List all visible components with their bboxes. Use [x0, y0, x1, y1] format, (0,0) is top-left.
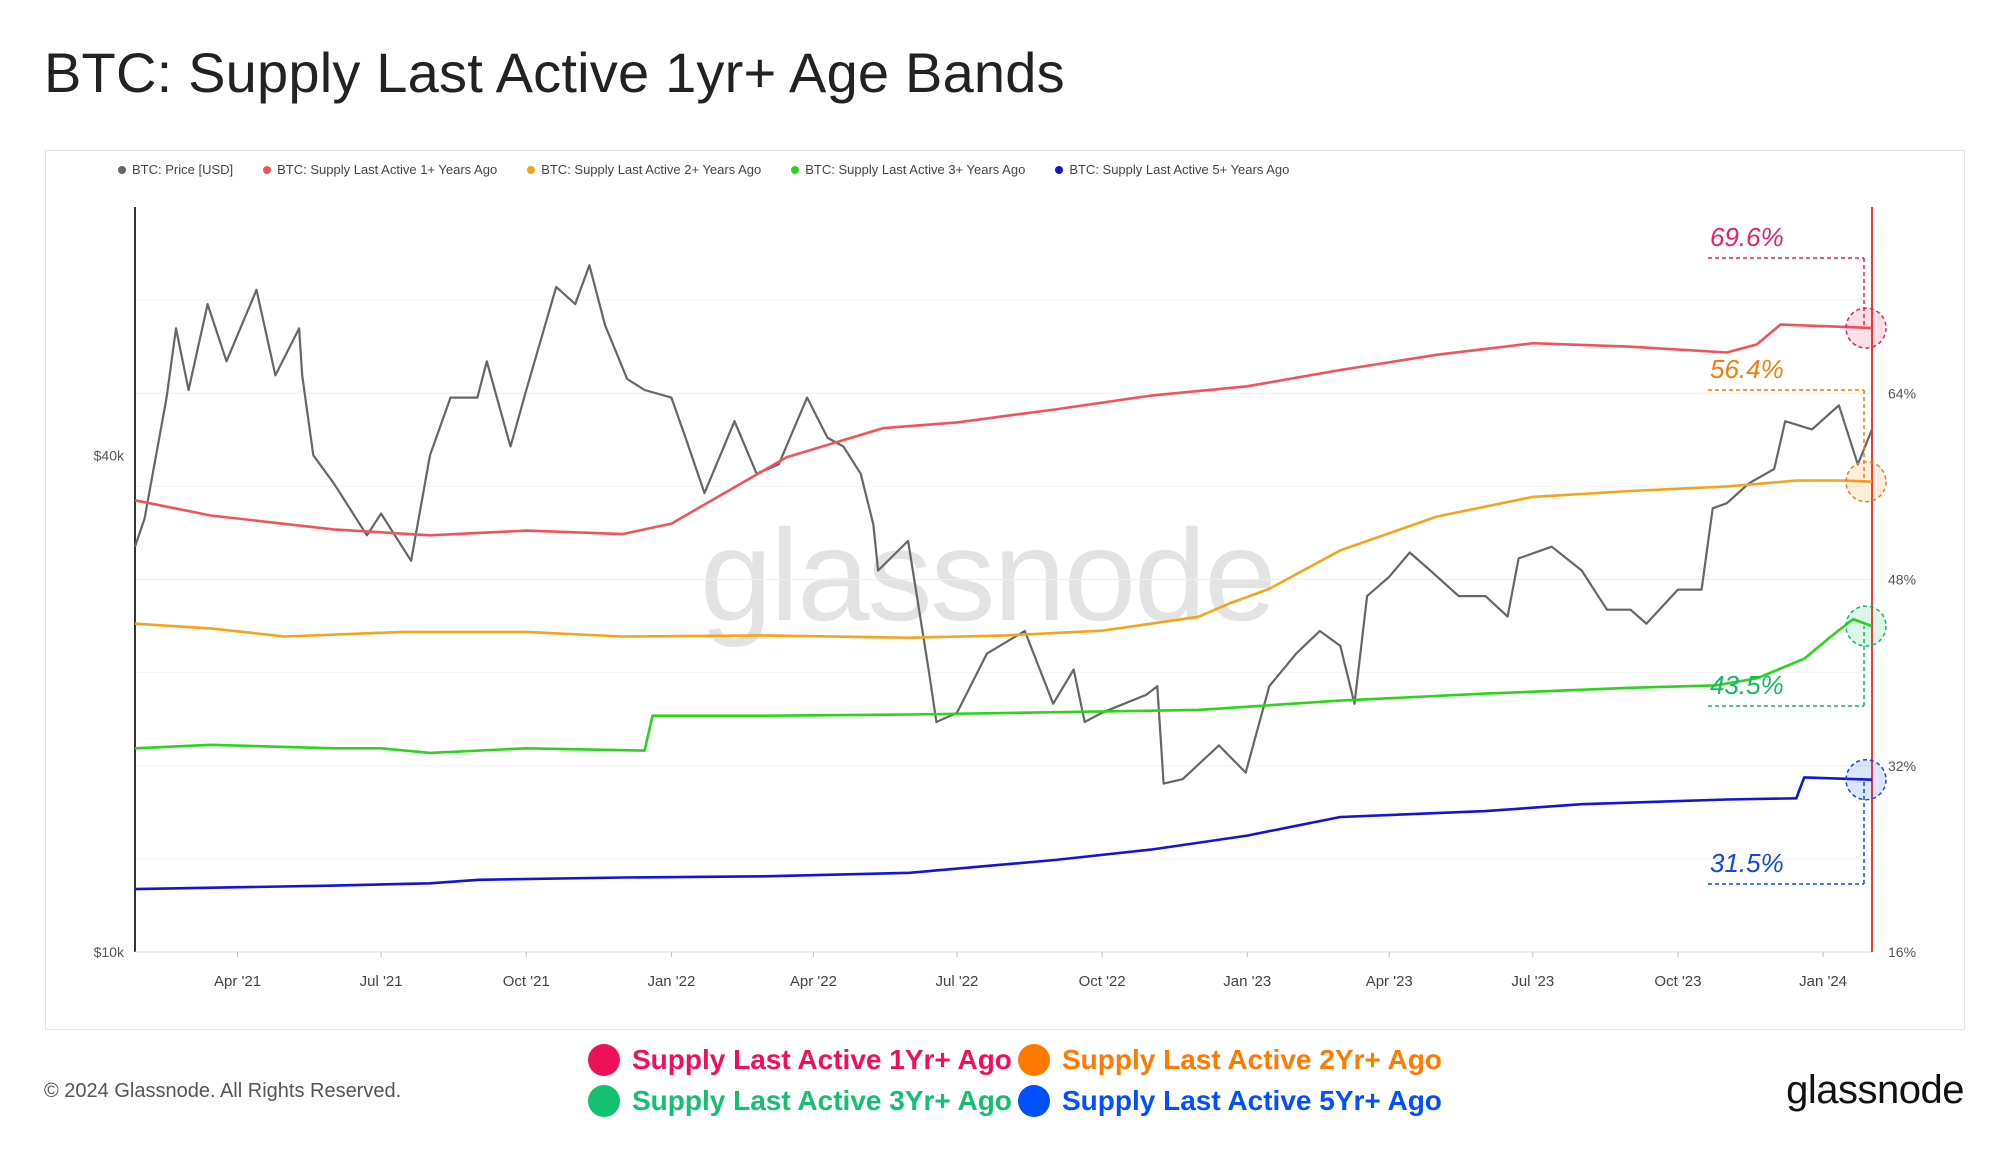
big-legend-label: Supply Last Active 1Yr+ Ago: [632, 1044, 1012, 1075]
annotation-3yr-marker: [1845, 605, 1887, 647]
legend-label: BTC: Supply Last Active 2+ Years Ago: [541, 162, 762, 177]
legend-dot: [527, 165, 536, 174]
big-legend-label: Supply Last Active 3Yr+ Ago: [632, 1085, 1012, 1116]
y-right-tick-label: 32%: [1888, 758, 1916, 774]
y-left-tick-label: $40k: [94, 447, 125, 463]
series-line-3yr: [134, 617, 1873, 755]
page-title: BTC: Supply Last Active 1yr+ Age Bands: [44, 41, 1065, 104]
big-legend-dot: [588, 1085, 620, 1117]
brand-logo: glassnode: [1786, 1068, 1964, 1112]
big-legend-1yr: Supply Last Active 1Yr+ Ago: [588, 1044, 1012, 1076]
big-legend-dot: [1018, 1085, 1050, 1117]
legend-dot: [118, 165, 126, 174]
legend-label: BTC: Price [USD]: [132, 162, 234, 177]
legend-item-5yr[interactable]: BTC: Supply Last Active 5+ Years Ago: [1055, 162, 1289, 177]
chart-legend: BTC: Price [USD] BTC: Supply Last Active…: [118, 162, 1289, 177]
copyright-text: © 2024 Glassnode. All Rights Reserved.: [44, 1080, 402, 1102]
watermark: glassnode: [700, 502, 1277, 648]
x-tick-label: Jan '24: [1799, 973, 1847, 990]
series-line-5yr: [134, 776, 1873, 891]
legend-dot: [1055, 165, 1064, 174]
big-legend-label: Supply Last Active 5Yr+ Ago: [1062, 1085, 1442, 1116]
y-right-tick-label: 64%: [1888, 385, 1916, 401]
x-tick-label: Apr '23: [1366, 973, 1413, 990]
legend-label: BTC: Supply Last Active 5+ Years Ago: [1069, 162, 1290, 177]
y-right-tick-label: 48%: [1888, 572, 1916, 588]
big-legend-2yr: Supply Last Active 2Yr+ Ago: [1018, 1044, 1442, 1076]
annotation-2yr-label: 56.4%: [1710, 354, 1784, 384]
annotation-5yr-label: 31.5%: [1710, 848, 1784, 878]
big-legend-5yr: Supply Last Active 5Yr+ Ago: [1018, 1085, 1442, 1117]
series-line-1yr: [134, 323, 1873, 537]
x-tick-label: Jan '23: [1223, 973, 1271, 990]
y-right-tick-label: 16%: [1888, 944, 1916, 960]
legend-dot: [263, 165, 272, 174]
series-line-price: [133, 264, 1874, 785]
annotation-2yr-marker: [1845, 460, 1887, 503]
legend-dot: [791, 165, 800, 174]
big-legend-label: Supply Last Active 2Yr+ Ago: [1062, 1044, 1442, 1075]
x-tick-label: Jul '22: [936, 973, 979, 990]
annotation-3yr-label: 43.5%: [1710, 670, 1784, 700]
x-tick-label: Jul '23: [1511, 973, 1554, 990]
x-tick-label: Apr '21: [214, 973, 261, 990]
series-line-2yr: [134, 479, 1873, 639]
x-tick-label: Jan '22: [647, 973, 695, 990]
legend-item-3yr[interactable]: BTC: Supply Last Active 3+ Years Ago: [791, 162, 1025, 177]
x-tick-label: Oct '21: [503, 973, 550, 990]
legend-item-1yr[interactable]: BTC: Supply Last Active 1+ Years Ago: [263, 162, 497, 177]
annotation-1yr-label: 69.6%: [1710, 222, 1784, 252]
y-left-tick-label: $10k: [94, 944, 125, 960]
annotation-1yr-marker: [1845, 307, 1887, 349]
annotation-5yr-marker: [1845, 758, 1887, 801]
legend-label: BTC: Supply Last Active 3+ Years Ago: [805, 162, 1026, 177]
legend-item-2yr[interactable]: BTC: Supply Last Active 2+ Years Ago: [527, 162, 761, 177]
big-legend-dot: [1018, 1044, 1050, 1076]
legend-item-price[interactable]: BTC: Price [USD]: [118, 162, 233, 177]
x-tick-label: Jul '21: [360, 973, 403, 990]
chart-panel: [45, 150, 1965, 1030]
legend-label: BTC: Supply Last Active 1+ Years Ago: [277, 162, 498, 177]
x-tick-label: Oct '23: [1654, 973, 1701, 990]
x-tick-label: Apr '22: [790, 973, 837, 990]
x-tick-label: Oct '22: [1079, 973, 1126, 990]
big-legend-3yr: Supply Last Active 3Yr+ Ago: [588, 1085, 1012, 1117]
big-legend-dot: [588, 1044, 620, 1076]
